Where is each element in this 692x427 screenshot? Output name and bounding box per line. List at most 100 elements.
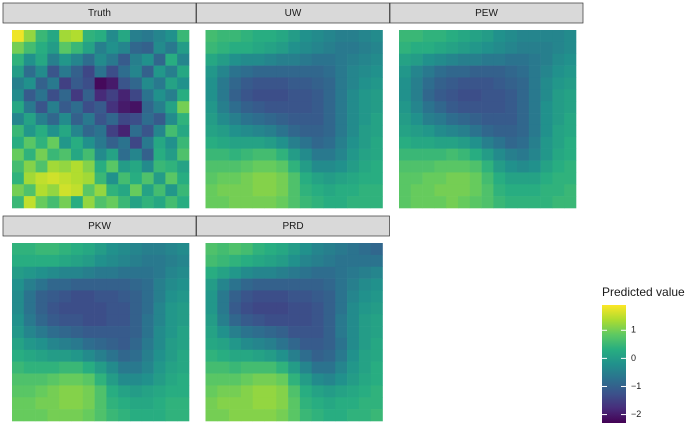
heat-cell [564,196,577,209]
heat-cell [23,373,36,386]
heat-cell [528,160,541,173]
heat-cell [47,124,60,138]
heat-cell [82,101,95,114]
heat-cell [299,278,312,291]
heat-cell [47,160,60,173]
heat-cell [240,160,253,173]
heat-cell [458,184,471,197]
heat-cell [130,361,143,374]
heat-cell [552,148,565,161]
heat-cell [118,196,131,209]
heat-cell [288,124,301,138]
heat-cell [564,41,577,55]
heat-cell [229,101,242,114]
heat-cell [35,373,48,386]
heat-cell [165,53,178,66]
heat-cell [469,124,482,138]
heat-cell [528,41,541,55]
heat-cell [552,30,565,43]
heat-cell [165,124,178,138]
heat-cell [540,30,553,43]
heat-cell [493,41,506,55]
heat-cell [12,278,25,291]
heat-cell [82,266,95,279]
heat-cell [59,65,72,78]
heat-cell [540,41,553,55]
heat-cell [82,30,95,43]
heat-cell [517,101,530,114]
heat-cell [299,349,312,362]
heat-cell [469,89,482,102]
heat-cell [23,254,36,268]
heat-cell [229,254,242,268]
heat-cell [540,53,553,66]
heat-cell [276,243,289,256]
heat-cell [469,53,482,66]
heat-cell [12,184,25,197]
heat-cell [106,385,119,398]
heat-cell [12,53,25,66]
heat-cell [205,124,218,138]
heat-cell [358,302,371,315]
heat-cell [141,160,154,173]
heat-cell [82,361,95,374]
heat-cell [264,196,277,209]
heat-cell [130,77,143,90]
heat-cell [493,77,506,90]
heat-cell [71,136,84,149]
heat-cell [106,243,119,256]
heat-cell [47,41,60,55]
heat-cell [229,349,242,362]
heat-cell [347,172,360,185]
heat-cell [493,160,506,173]
heat-cell [71,148,84,161]
heat-cell [130,326,143,339]
heat-cell [12,243,25,256]
heat-cell [94,160,107,173]
heat-cell [299,373,312,386]
heat-cell [299,124,312,138]
strip [2,2,197,24]
heat-cell [205,243,218,256]
heat-cell [299,148,312,161]
heat-cell [94,243,107,256]
heat-cell [458,65,471,78]
heat-cell [540,77,553,90]
heat-cell [347,101,360,114]
heat-cell [347,30,360,43]
heat-cell [47,373,60,386]
heat-cell [493,101,506,114]
heat-cell [288,278,301,291]
heat-cell [217,385,230,398]
heat-cell [505,124,518,138]
heat-cell [288,314,301,327]
heat-cell [299,361,312,374]
heat-cell [141,266,154,279]
heat-cell [217,136,230,149]
heat-cell [240,278,253,291]
heat-cell [153,397,166,410]
heat-cell [288,89,301,102]
heat-cell [410,148,423,161]
heat-cell [540,136,553,149]
heat-cell [528,136,541,149]
heat-cell [299,243,312,256]
heat-cell [288,53,301,66]
heat-cell [130,89,143,102]
heat-cell [12,89,25,102]
heat-cell [469,77,482,90]
heat-cell [410,124,423,138]
heat-cell [288,136,301,149]
heat-cell [311,337,324,351]
heat-cell [370,278,383,291]
heat-cell [358,41,371,55]
heat-cell [106,65,119,78]
heat-cell [23,409,36,422]
heat-cell [469,136,482,149]
heat-cell [229,409,242,422]
heat-cell [264,337,277,351]
heat-cell [276,196,289,209]
heat-cell [252,326,265,339]
heat-cell [517,77,530,90]
heat-cell [323,41,336,55]
